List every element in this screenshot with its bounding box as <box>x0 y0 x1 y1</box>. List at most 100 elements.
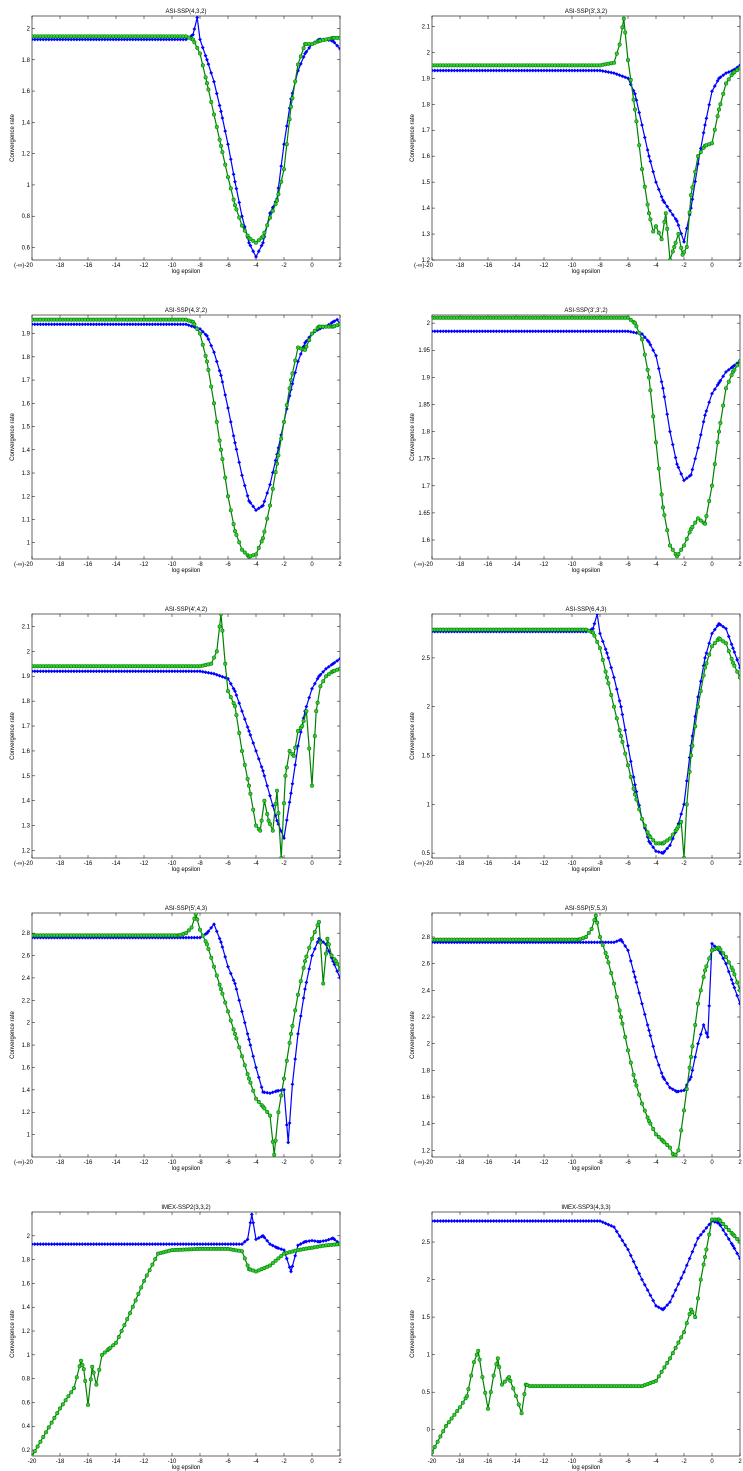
data-point-green <box>266 818 271 823</box>
data-point-blue <box>122 322 127 327</box>
data-point-blue <box>589 68 594 73</box>
y-tick-label: 1.6 <box>422 1095 431 1101</box>
data-point-blue <box>108 322 113 327</box>
data-point-blue <box>682 1270 686 1275</box>
data-point-blue <box>704 408 709 413</box>
data-point-blue <box>116 322 121 327</box>
data-point-blue <box>676 1282 681 1287</box>
data-point-green <box>522 1392 527 1397</box>
data-point-green <box>688 753 693 758</box>
data-point-green <box>288 104 293 109</box>
data-point-green <box>205 359 210 364</box>
data-point-green <box>634 119 639 124</box>
x-tick-label: -10 <box>568 1459 577 1465</box>
data-point-blue <box>514 1219 518 1223</box>
x-tick-label: -8 <box>197 562 203 568</box>
data-point-blue <box>212 671 216 676</box>
x-tick-label: -12 <box>140 861 149 867</box>
data-point-blue <box>80 1242 85 1247</box>
data-point-blue <box>209 671 214 676</box>
data-point-blue <box>710 89 714 94</box>
data-point-green <box>660 505 665 510</box>
data-point-green <box>220 991 225 996</box>
data-point-blue <box>466 329 471 334</box>
data-point-blue <box>195 669 200 674</box>
data-point-green <box>223 661 228 666</box>
data-point-blue <box>248 243 253 248</box>
data-point-green <box>242 550 247 555</box>
data-point-green <box>293 358 298 363</box>
x-tick-label: -12 <box>540 1459 549 1465</box>
x-tick-label: -10 <box>168 562 177 568</box>
data-point-blue <box>150 322 155 327</box>
data-point-blue <box>66 669 71 674</box>
data-point-blue <box>296 1243 300 1248</box>
data-point-green <box>254 240 259 245</box>
data-point-blue <box>689 472 693 477</box>
data-point-blue <box>522 68 527 73</box>
data-point-green <box>254 823 259 828</box>
data-point-blue <box>488 68 493 73</box>
y-tick-label: 1.2 <box>422 1148 431 1154</box>
data-point-green <box>732 1234 737 1239</box>
data-point-blue <box>206 929 211 934</box>
data-point-blue <box>144 669 149 674</box>
y-tick-label: 2.6 <box>22 954 31 960</box>
data-point-green <box>452 1412 457 1417</box>
y-axis-label: Convergence rate <box>410 412 416 460</box>
data-point-blue <box>578 329 583 334</box>
data-point-green <box>690 1310 695 1315</box>
y-tick-label: 2 <box>427 705 431 711</box>
data-point-green <box>200 342 205 347</box>
data-point-blue <box>88 37 93 42</box>
data-point-green <box>738 988 740 993</box>
data-point-blue <box>628 759 633 764</box>
data-point-blue <box>603 1221 608 1226</box>
data-point-blue <box>662 394 667 399</box>
data-point-blue <box>651 845 656 850</box>
data-point-green <box>631 97 636 102</box>
data-point-blue <box>240 473 244 478</box>
data-point-blue <box>514 329 518 334</box>
data-point-blue <box>589 940 594 945</box>
data-point-blue <box>656 849 661 854</box>
x-tick-label: -6 <box>625 1160 631 1166</box>
data-point-green <box>662 513 667 518</box>
data-point-blue <box>46 322 51 327</box>
y-tick-label: 1.2 <box>22 1110 31 1116</box>
data-point-blue <box>550 1219 555 1223</box>
data-point-blue <box>698 1232 703 1237</box>
data-point-blue <box>735 657 740 662</box>
data-point-blue <box>198 935 202 940</box>
data-point-green <box>234 1036 239 1041</box>
data-point-blue <box>94 37 99 42</box>
data-point-green <box>318 940 323 945</box>
data-point-green <box>611 60 616 65</box>
data-point-green <box>495 1356 500 1361</box>
x-tick-label: -10 <box>168 1459 177 1465</box>
data-point-green <box>248 237 253 242</box>
data-point-blue <box>195 1242 200 1247</box>
y-tick-label: 2.8 <box>422 935 431 941</box>
x-tick-label: -10 <box>168 1160 177 1166</box>
data-point-blue <box>689 1075 693 1079</box>
data-point-blue <box>550 68 555 73</box>
data-point-blue <box>74 37 79 42</box>
data-point-blue <box>228 681 233 686</box>
y-tick-label: 1 <box>427 1353 431 1359</box>
data-point-blue <box>486 940 490 945</box>
data-point-green <box>80 1362 85 1367</box>
data-point-blue <box>219 373 223 378</box>
data-point-blue <box>724 369 728 374</box>
y-axis-label: Convergence rate <box>10 113 16 161</box>
y-tick-label: 0.5 <box>422 851 431 857</box>
x-tick-label: -16 <box>84 263 93 269</box>
data-point-green <box>645 202 650 207</box>
data-point-blue <box>91 37 96 42</box>
data-point-blue <box>477 1219 482 1223</box>
plot-frame <box>31 15 341 261</box>
data-point-blue <box>326 1237 331 1242</box>
data-point-blue <box>494 68 499 73</box>
data-point-blue <box>511 68 516 73</box>
data-point-blue <box>256 1235 261 1240</box>
